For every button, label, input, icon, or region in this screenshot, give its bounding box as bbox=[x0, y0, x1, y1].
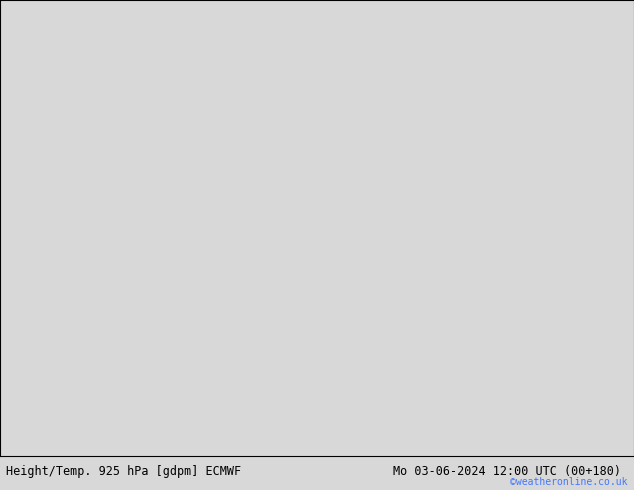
Text: Mo 03-06-2024 12:00 UTC (00+180): Mo 03-06-2024 12:00 UTC (00+180) bbox=[393, 465, 621, 478]
Text: Height/Temp. 925 hPa [gdpm] ECMWF: Height/Temp. 925 hPa [gdpm] ECMWF bbox=[6, 465, 242, 478]
Text: ©weatheronline.co.uk: ©weatheronline.co.uk bbox=[510, 477, 628, 487]
